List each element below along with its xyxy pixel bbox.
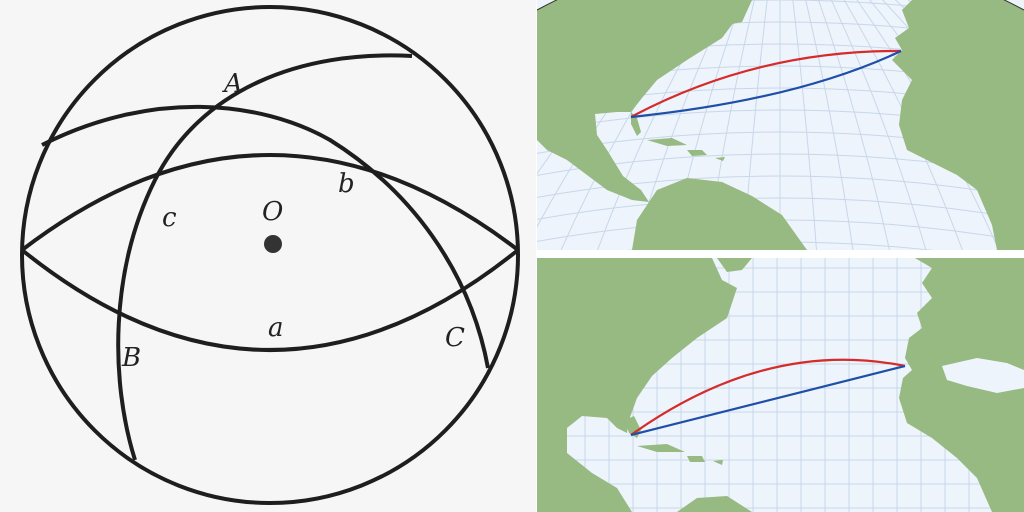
great-circle-ac — [41, 104, 490, 369]
land-north-america — [537, 258, 737, 512]
land-caribbean — [647, 138, 725, 161]
land-europe-africa — [892, 0, 1024, 250]
mercator-projection-map — [537, 258, 1024, 512]
land-south-america — [632, 178, 807, 250]
land-florida — [631, 112, 641, 136]
label-vertex-b: B — [121, 343, 141, 373]
label-center-o: O — [262, 197, 283, 227]
sphere-outline — [20, 5, 520, 505]
great-circle-ab — [116, 53, 413, 461]
land-south-america — [677, 496, 752, 512]
panel-divider — [537, 250, 1024, 258]
graticule-parallel — [537, 175, 1024, 202]
graticule-meridian — [811, 0, 941, 250]
label-side-a: a — [268, 313, 284, 343]
rhumb-line-route — [630, 364, 906, 437]
center-point-o — [264, 235, 282, 253]
water-mediterranean — [942, 358, 1024, 393]
great-circle-equator-back — [20, 153, 520, 252]
graticule-parallel — [537, 197, 1024, 224]
spherical-triangle-diagram: A b c O a B C — [20, 5, 520, 505]
label-vertex-a: A — [222, 69, 243, 99]
graticule-meridian — [795, 0, 861, 250]
land-north-america — [537, 0, 752, 202]
land-greenland — [717, 0, 752, 25]
land-europe-africa — [899, 258, 1024, 512]
great-circle-route — [630, 358, 906, 436]
graticule-meridian — [739, 0, 773, 250]
graticule-meridian — [787, 0, 821, 250]
graticule-meridian — [699, 0, 765, 250]
label-side-c: c — [162, 203, 177, 233]
mercator-map-svg — [537, 258, 1024, 512]
label-vertex-c: C — [445, 323, 465, 353]
sphere-svg: A b c O a B C — [20, 5, 520, 505]
land-greenland — [717, 258, 752, 272]
land-caribbean — [637, 444, 723, 465]
label-side-b: b — [338, 169, 355, 199]
globe-map-svg — [537, 0, 1024, 250]
rhumb-line-route — [630, 50, 902, 119]
great-circle-route — [630, 49, 902, 118]
graticule-meridian — [803, 0, 901, 250]
globe-projection-map — [537, 0, 1024, 250]
great-circle-equator-front — [20, 248, 520, 352]
